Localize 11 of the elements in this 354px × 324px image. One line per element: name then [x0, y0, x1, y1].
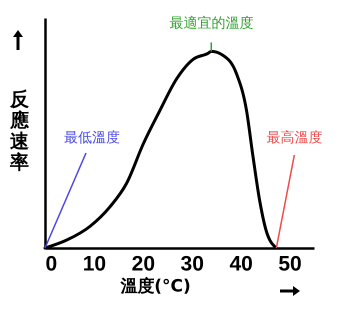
x-axis-title: 溫度(°C) [119, 276, 191, 296]
annotation: 最低溫度 [64, 130, 120, 146]
y-axis-title: 反應速率 [9, 88, 30, 174]
annotation: 最適宜的溫度 [169, 15, 254, 32]
x-tick-label: 40 [229, 252, 253, 276]
x-tick-label: 20 [132, 252, 155, 276]
x-tick-label: 10 [82, 252, 106, 276]
annotation: 最高溫度 [266, 130, 322, 146]
x-tick-label: 30 [180, 252, 204, 276]
x-tick-label: 50 [278, 252, 302, 276]
x-tick-label: 0 [46, 252, 58, 276]
